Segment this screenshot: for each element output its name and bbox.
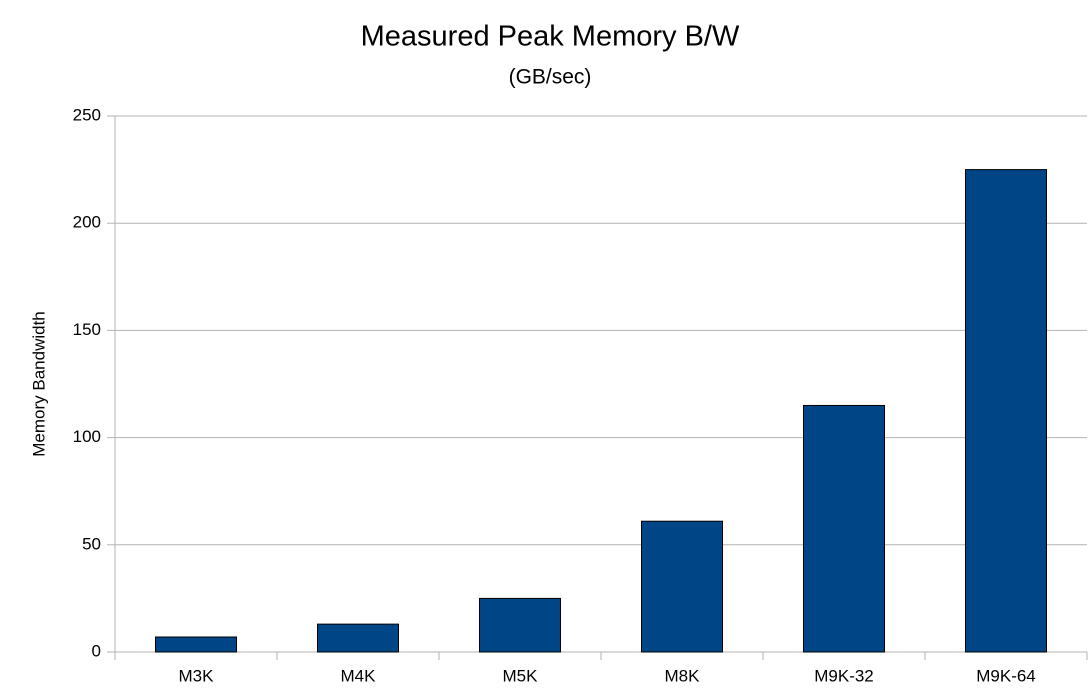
- x-tick-label: M9K-64: [976, 666, 1036, 685]
- y-tick-label: 50: [82, 534, 101, 553]
- bar: [965, 169, 1047, 653]
- x-tick-label: M3K: [179, 666, 215, 685]
- bar: [479, 597, 561, 653]
- x-tick-label: M8K: [665, 666, 701, 685]
- y-tick-label: 0: [92, 641, 101, 660]
- y-tick-label: 150: [73, 320, 101, 339]
- y-axis-label: Memory Bandwidth: [29, 311, 48, 457]
- bar: [803, 404, 885, 653]
- y-tick-label: 200: [73, 213, 101, 232]
- chart-title: Measured Peak Memory B/W: [361, 21, 740, 53]
- bar: [155, 636, 237, 653]
- x-tick-label: M4K: [341, 666, 377, 685]
- x-tick-label: M5K: [503, 666, 539, 685]
- y-tick-label: 250: [73, 105, 101, 124]
- y-tick-label: 100: [73, 427, 101, 446]
- chart-subtitle: (GB/sec): [509, 66, 592, 89]
- bar: [641, 520, 723, 653]
- x-tick-label: M9K-32: [814, 666, 874, 685]
- bar: [317, 623, 399, 653]
